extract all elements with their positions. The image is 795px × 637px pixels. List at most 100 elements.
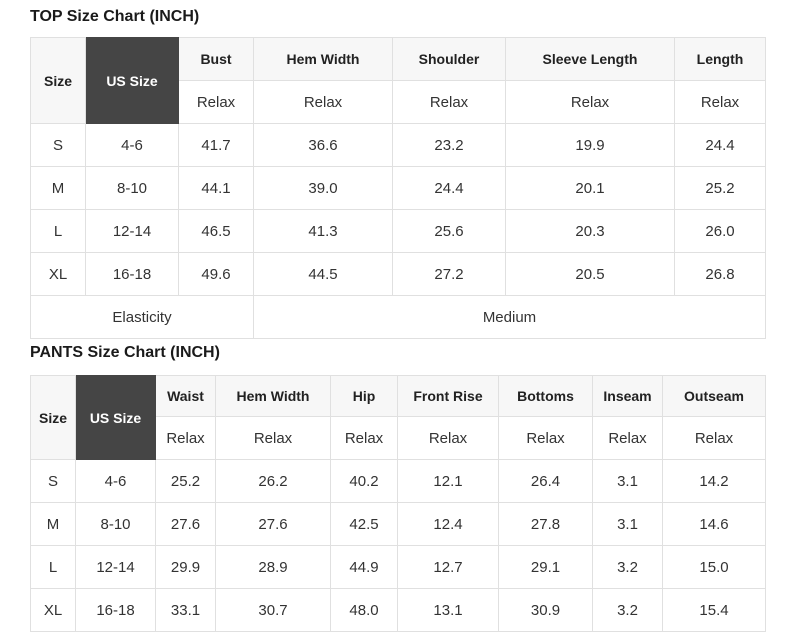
elasticity-row: Elasticity Medium: [30, 295, 766, 339]
value-cell: 26.8: [674, 252, 766, 296]
value-cell: 25.6: [392, 209, 506, 253]
pants-chart-title: PANTS Size Chart (INCH): [30, 344, 220, 361]
value-cell: 3.2: [592, 588, 663, 632]
value-cell: 25.2: [155, 459, 216, 503]
value-cell: 20.5: [505, 252, 675, 296]
size-cell: XL: [30, 588, 76, 632]
fit-cell: Relax: [674, 80, 766, 124]
value-cell: 41.3: [253, 209, 393, 253]
value-cell: 3.2: [592, 545, 663, 589]
value-cell: 27.8: [498, 502, 593, 546]
value-cell: 23.2: [392, 123, 506, 167]
value-cell: 15.4: [662, 588, 766, 632]
value-cell: 27.6: [215, 502, 331, 546]
size-cell: L: [30, 545, 76, 589]
table-row-l: L 12-14 46.5 41.3 25.6 20.3 26.0: [30, 209, 766, 253]
table-row-l: L 12-14 29.9 28.9 44.9 12.7 29.1 3.2 15.…: [30, 545, 766, 589]
value-cell: 44.1: [178, 166, 254, 210]
us-size-corner-header: US Size: [75, 375, 156, 460]
value-cell: 27.6: [155, 502, 216, 546]
size-cell: L: [30, 209, 86, 253]
top-header-row-fit: Relax Relax Relax Relax Relax: [31, 80, 766, 124]
table-row-s: S 4-6 41.7 36.6 23.2 19.9 24.4: [30, 123, 766, 167]
value-cell: 48.0: [330, 588, 398, 632]
size-cell: S: [30, 123, 86, 167]
top-size-table: Size US Size Bust Hem Width Shoulder Sle…: [30, 37, 766, 339]
value-cell: 20.3: [505, 209, 675, 253]
us-size-cell: 4-6: [85, 123, 179, 167]
value-cell: 29.9: [155, 545, 216, 589]
fit-cell: Relax: [592, 416, 663, 460]
table-row-xl: XL 16-18 49.6 44.5 27.2 20.5 26.8: [30, 252, 766, 296]
us-size-corner-header: US Size: [85, 37, 179, 124]
value-cell: 33.1: [155, 588, 216, 632]
size-cell: S: [30, 459, 76, 503]
value-cell: 49.6: [178, 252, 254, 296]
value-cell: 25.2: [674, 166, 766, 210]
fit-cell: Relax: [505, 80, 675, 124]
elasticity-value: Medium: [253, 295, 766, 339]
column-header-shoulder: Shoulder: [392, 37, 506, 81]
fit-cell: Relax: [178, 80, 254, 124]
value-cell: 44.5: [253, 252, 393, 296]
size-cell: M: [30, 502, 76, 546]
value-cell: 44.9: [330, 545, 398, 589]
column-header-length: Length: [674, 37, 766, 81]
size-corner-header: Size: [30, 375, 76, 460]
table-row-s: S 4-6 25.2 26.2 40.2 12.1 26.4 3.1 14.2: [30, 459, 766, 503]
fit-cell: Relax: [215, 416, 331, 460]
us-size-cell: 8-10: [85, 166, 179, 210]
fit-cell: Relax: [392, 80, 506, 124]
column-header-hem-width: Hem Width: [253, 37, 393, 81]
value-cell: 19.9: [505, 123, 675, 167]
us-size-cell: 16-18: [75, 588, 156, 632]
us-size-cell: 16-18: [85, 252, 179, 296]
elasticity-label: Elasticity: [30, 295, 254, 339]
value-cell: 42.5: [330, 502, 398, 546]
pants-header-row-measures: Size US Size Waist Hem Width Hip Front R…: [30, 375, 766, 460]
value-cell: 12.7: [397, 545, 499, 589]
value-cell: 26.2: [215, 459, 331, 503]
value-cell: 3.1: [592, 459, 663, 503]
column-header-front-rise: Front Rise: [397, 375, 499, 417]
value-cell: 14.6: [662, 502, 766, 546]
column-header-hip: Hip: [330, 375, 398, 417]
column-header-hem-width: Hem Width: [215, 375, 331, 417]
value-cell: 24.4: [674, 123, 766, 167]
size-cell: XL: [30, 252, 86, 296]
size-cell: M: [30, 166, 86, 210]
fit-cell: Relax: [498, 416, 593, 460]
value-cell: 26.4: [498, 459, 593, 503]
us-size-cell: 12-14: [75, 545, 156, 589]
value-cell: 27.2: [392, 252, 506, 296]
fit-cell: Relax: [330, 416, 398, 460]
us-size-cell: 12-14: [85, 209, 179, 253]
column-header-waist: Waist: [155, 375, 216, 417]
value-cell: 40.2: [330, 459, 398, 503]
value-cell: 30.9: [498, 588, 593, 632]
size-corner-header: Size: [30, 37, 86, 124]
value-cell: 41.7: [178, 123, 254, 167]
value-cell: 46.5: [178, 209, 254, 253]
value-cell: 20.1: [505, 166, 675, 210]
column-header-sleeve-length: Sleeve Length: [505, 37, 675, 81]
column-header-bottoms: Bottoms: [498, 375, 593, 417]
table-row-m: M 8-10 44.1 39.0 24.4 20.1 25.2: [30, 166, 766, 210]
us-size-cell: 8-10: [75, 502, 156, 546]
top-header-row-measures: Size US Size Bust Hem Width Shoulder Sle…: [30, 37, 766, 124]
column-header-bust: Bust: [178, 37, 254, 81]
value-cell: 12.1: [397, 459, 499, 503]
value-cell: 29.1: [498, 545, 593, 589]
column-header-inseam: Inseam: [592, 375, 663, 417]
table-row-m: M 8-10 27.6 27.6 42.5 12.4 27.8 3.1 14.6: [30, 502, 766, 546]
fit-cell: Relax: [397, 416, 499, 460]
pants-header-row-fit: Relax Relax Relax Relax Relax Relax Rela…: [31, 416, 766, 460]
value-cell: 28.9: [215, 545, 331, 589]
top-chart-title: TOP Size Chart (INCH): [30, 8, 200, 25]
value-cell: 15.0: [662, 545, 766, 589]
table-row-xl: XL 16-18 33.1 30.7 48.0 13.1 30.9 3.2 15…: [30, 588, 766, 632]
value-cell: 14.2: [662, 459, 766, 503]
value-cell: 12.4: [397, 502, 499, 546]
column-header-outseam: Outseam: [662, 375, 766, 417]
value-cell: 39.0: [253, 166, 393, 210]
